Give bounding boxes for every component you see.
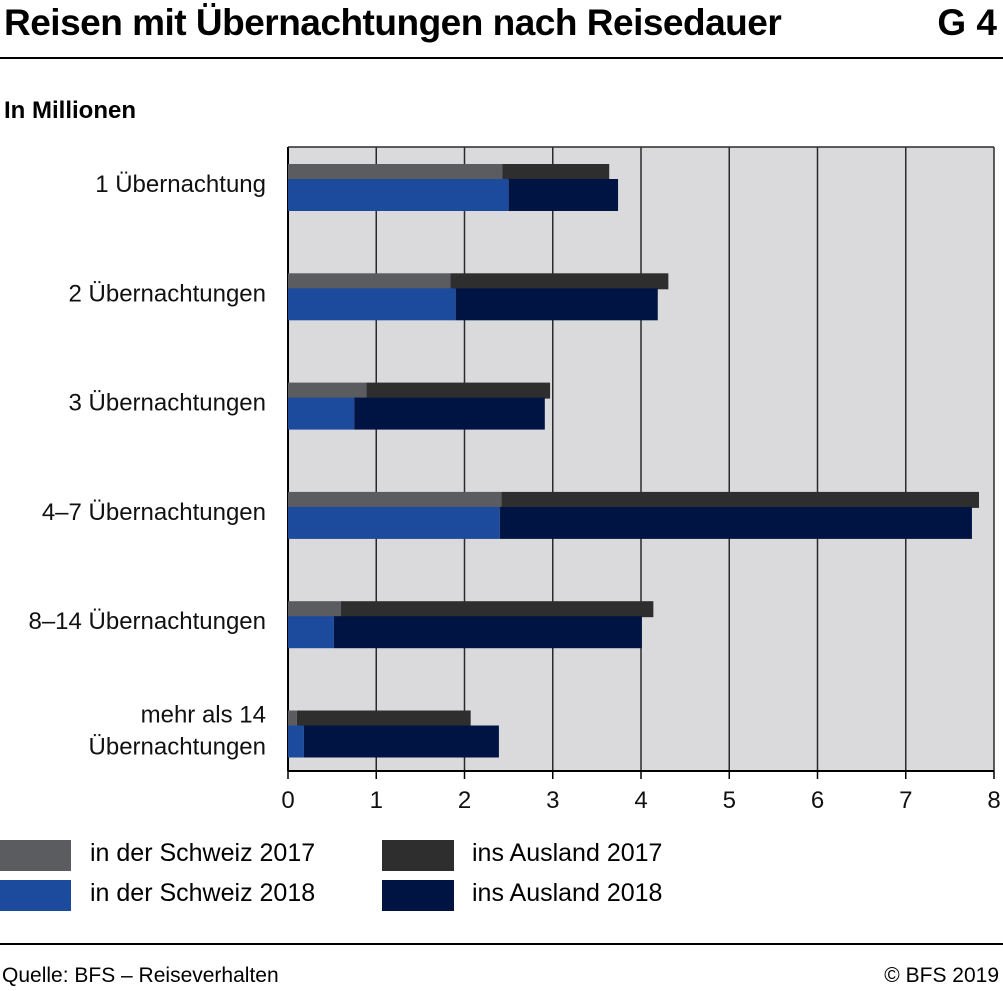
legend-item: ins Ausland 2018 <box>382 879 722 916</box>
legend-swatch <box>0 880 71 911</box>
x-tick-label: 4 <box>634 787 647 814</box>
bar-in-der-schweiz-2017 <box>288 273 451 290</box>
bar-ins-ausland-2018 <box>354 397 545 430</box>
bar-in-der-schweiz-2018 <box>288 616 334 649</box>
x-tick-label: 5 <box>723 787 736 814</box>
bar-ins-ausland-2017 <box>502 164 610 180</box>
bar-ins-ausland-2018 <box>455 288 658 321</box>
bar-ins-ausland-2018 <box>508 179 619 211</box>
bar-ins-ausland-2017 <box>340 601 654 618</box>
category-label: mehr als 14 <box>141 702 266 729</box>
legend-item: in der Schweiz 2017 <box>0 839 340 876</box>
bar-in-der-schweiz-2017 <box>288 491 502 508</box>
legend-item: in der Schweiz 2018 <box>0 879 340 916</box>
category-label: 4–7 Übernachtungen <box>42 499 266 526</box>
legend-label: ins Ausland 2017 <box>472 839 663 867</box>
bar-chart: 1 Übernachtung 2 Übernachtungen 3 Übernach… <box>28 146 1001 814</box>
category-label: Übernachtungen <box>89 734 266 761</box>
top-rule <box>0 57 1003 59</box>
x-tick-label: 2 <box>458 787 471 814</box>
chart-title: Reisen mit Übernachtungen nach Reisedaue… <box>4 2 782 43</box>
bar-in-der-schweiz-2018 <box>288 725 304 758</box>
bar-ins-ausland-2017 <box>366 382 551 399</box>
bar-ins-ausland-2017 <box>501 491 979 508</box>
legend-label: ins Ausland 2018 <box>472 879 663 907</box>
category-label: 2 Übernachtungen <box>69 280 266 307</box>
bar-in-der-schweiz-2017 <box>288 382 367 399</box>
bar-ins-ausland-2018 <box>499 506 972 539</box>
copyright-note: © BFS 2019 <box>884 964 999 987</box>
legend-swatch <box>0 840 71 871</box>
x-tick-label: 0 <box>281 787 294 814</box>
bar-ins-ausland-2017 <box>450 273 669 290</box>
bar-in-der-schweiz-2018 <box>288 288 456 321</box>
legend-swatch <box>382 840 454 871</box>
category-label: 1 Übernachtung <box>95 171 266 198</box>
x-axis: 0 1 2 3 4 5 6 7 8 <box>281 771 1001 814</box>
bar-in-der-schweiz-2017 <box>288 164 503 180</box>
legend-swatch <box>382 880 454 911</box>
bar-ins-ausland-2018 <box>333 616 642 649</box>
x-tick-label: 3 <box>546 787 559 814</box>
bars <box>288 164 979 758</box>
bar-in-der-schweiz-2018 <box>288 397 355 430</box>
bar-in-der-schweiz-2018 <box>288 506 500 539</box>
bottom-rule <box>0 943 1003 945</box>
bar-ins-ausland-2018 <box>303 725 499 758</box>
bar-in-der-schweiz-2018 <box>288 179 509 211</box>
legend-label: in der Schweiz 2018 <box>90 879 316 907</box>
x-tick-label: 1 <box>370 787 383 814</box>
bar-in-der-schweiz-2017 <box>288 601 341 618</box>
category-label: 3 Übernachtungen <box>69 390 266 417</box>
bar-in-der-schweiz-2017 <box>288 710 297 727</box>
category-label: 8–14 Übernachtungen <box>28 608 266 635</box>
legend-label: in der Schweiz 2017 <box>90 839 316 867</box>
figure-number: G 4 <box>937 2 997 43</box>
x-tick-label: 6 <box>811 787 824 814</box>
bar-ins-ausland-2017 <box>296 710 471 727</box>
legend-item: ins Ausland 2017 <box>382 839 722 876</box>
x-tick-label: 7 <box>899 787 912 814</box>
source-note: Quelle: BFS – Reiseverhalten <box>2 964 279 987</box>
unit-label: In Millionen <box>4 97 136 124</box>
category-labels: 1 Übernachtung 2 Übernachtungen 3 Übernach… <box>28 171 266 761</box>
x-tick-label: 8 <box>987 787 1000 814</box>
